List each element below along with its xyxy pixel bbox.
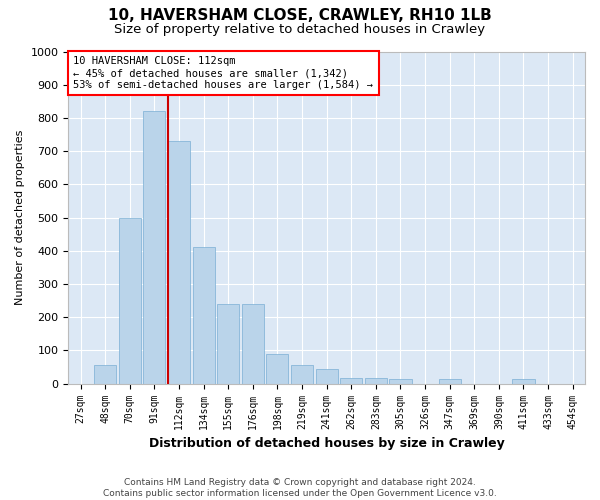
Bar bbox=[217, 304, 239, 384]
Bar bbox=[439, 380, 461, 384]
Bar bbox=[266, 354, 289, 384]
Bar bbox=[512, 380, 535, 384]
X-axis label: Distribution of detached houses by size in Crawley: Distribution of detached houses by size … bbox=[149, 437, 505, 450]
Bar bbox=[193, 248, 215, 384]
Bar bbox=[143, 112, 166, 384]
Bar bbox=[365, 378, 387, 384]
Text: 10 HAVERSHAM CLOSE: 112sqm
← 45% of detached houses are smaller (1,342)
53% of s: 10 HAVERSHAM CLOSE: 112sqm ← 45% of deta… bbox=[73, 56, 373, 90]
Bar bbox=[316, 368, 338, 384]
Bar bbox=[291, 366, 313, 384]
Y-axis label: Number of detached properties: Number of detached properties bbox=[15, 130, 25, 306]
Bar bbox=[242, 304, 264, 384]
Text: Size of property relative to detached houses in Crawley: Size of property relative to detached ho… bbox=[115, 22, 485, 36]
Bar bbox=[340, 378, 362, 384]
Bar bbox=[119, 218, 141, 384]
Text: Contains HM Land Registry data © Crown copyright and database right 2024.
Contai: Contains HM Land Registry data © Crown c… bbox=[103, 478, 497, 498]
Bar bbox=[168, 141, 190, 384]
Bar bbox=[94, 366, 116, 384]
Bar bbox=[389, 380, 412, 384]
Text: 10, HAVERSHAM CLOSE, CRAWLEY, RH10 1LB: 10, HAVERSHAM CLOSE, CRAWLEY, RH10 1LB bbox=[108, 8, 492, 22]
